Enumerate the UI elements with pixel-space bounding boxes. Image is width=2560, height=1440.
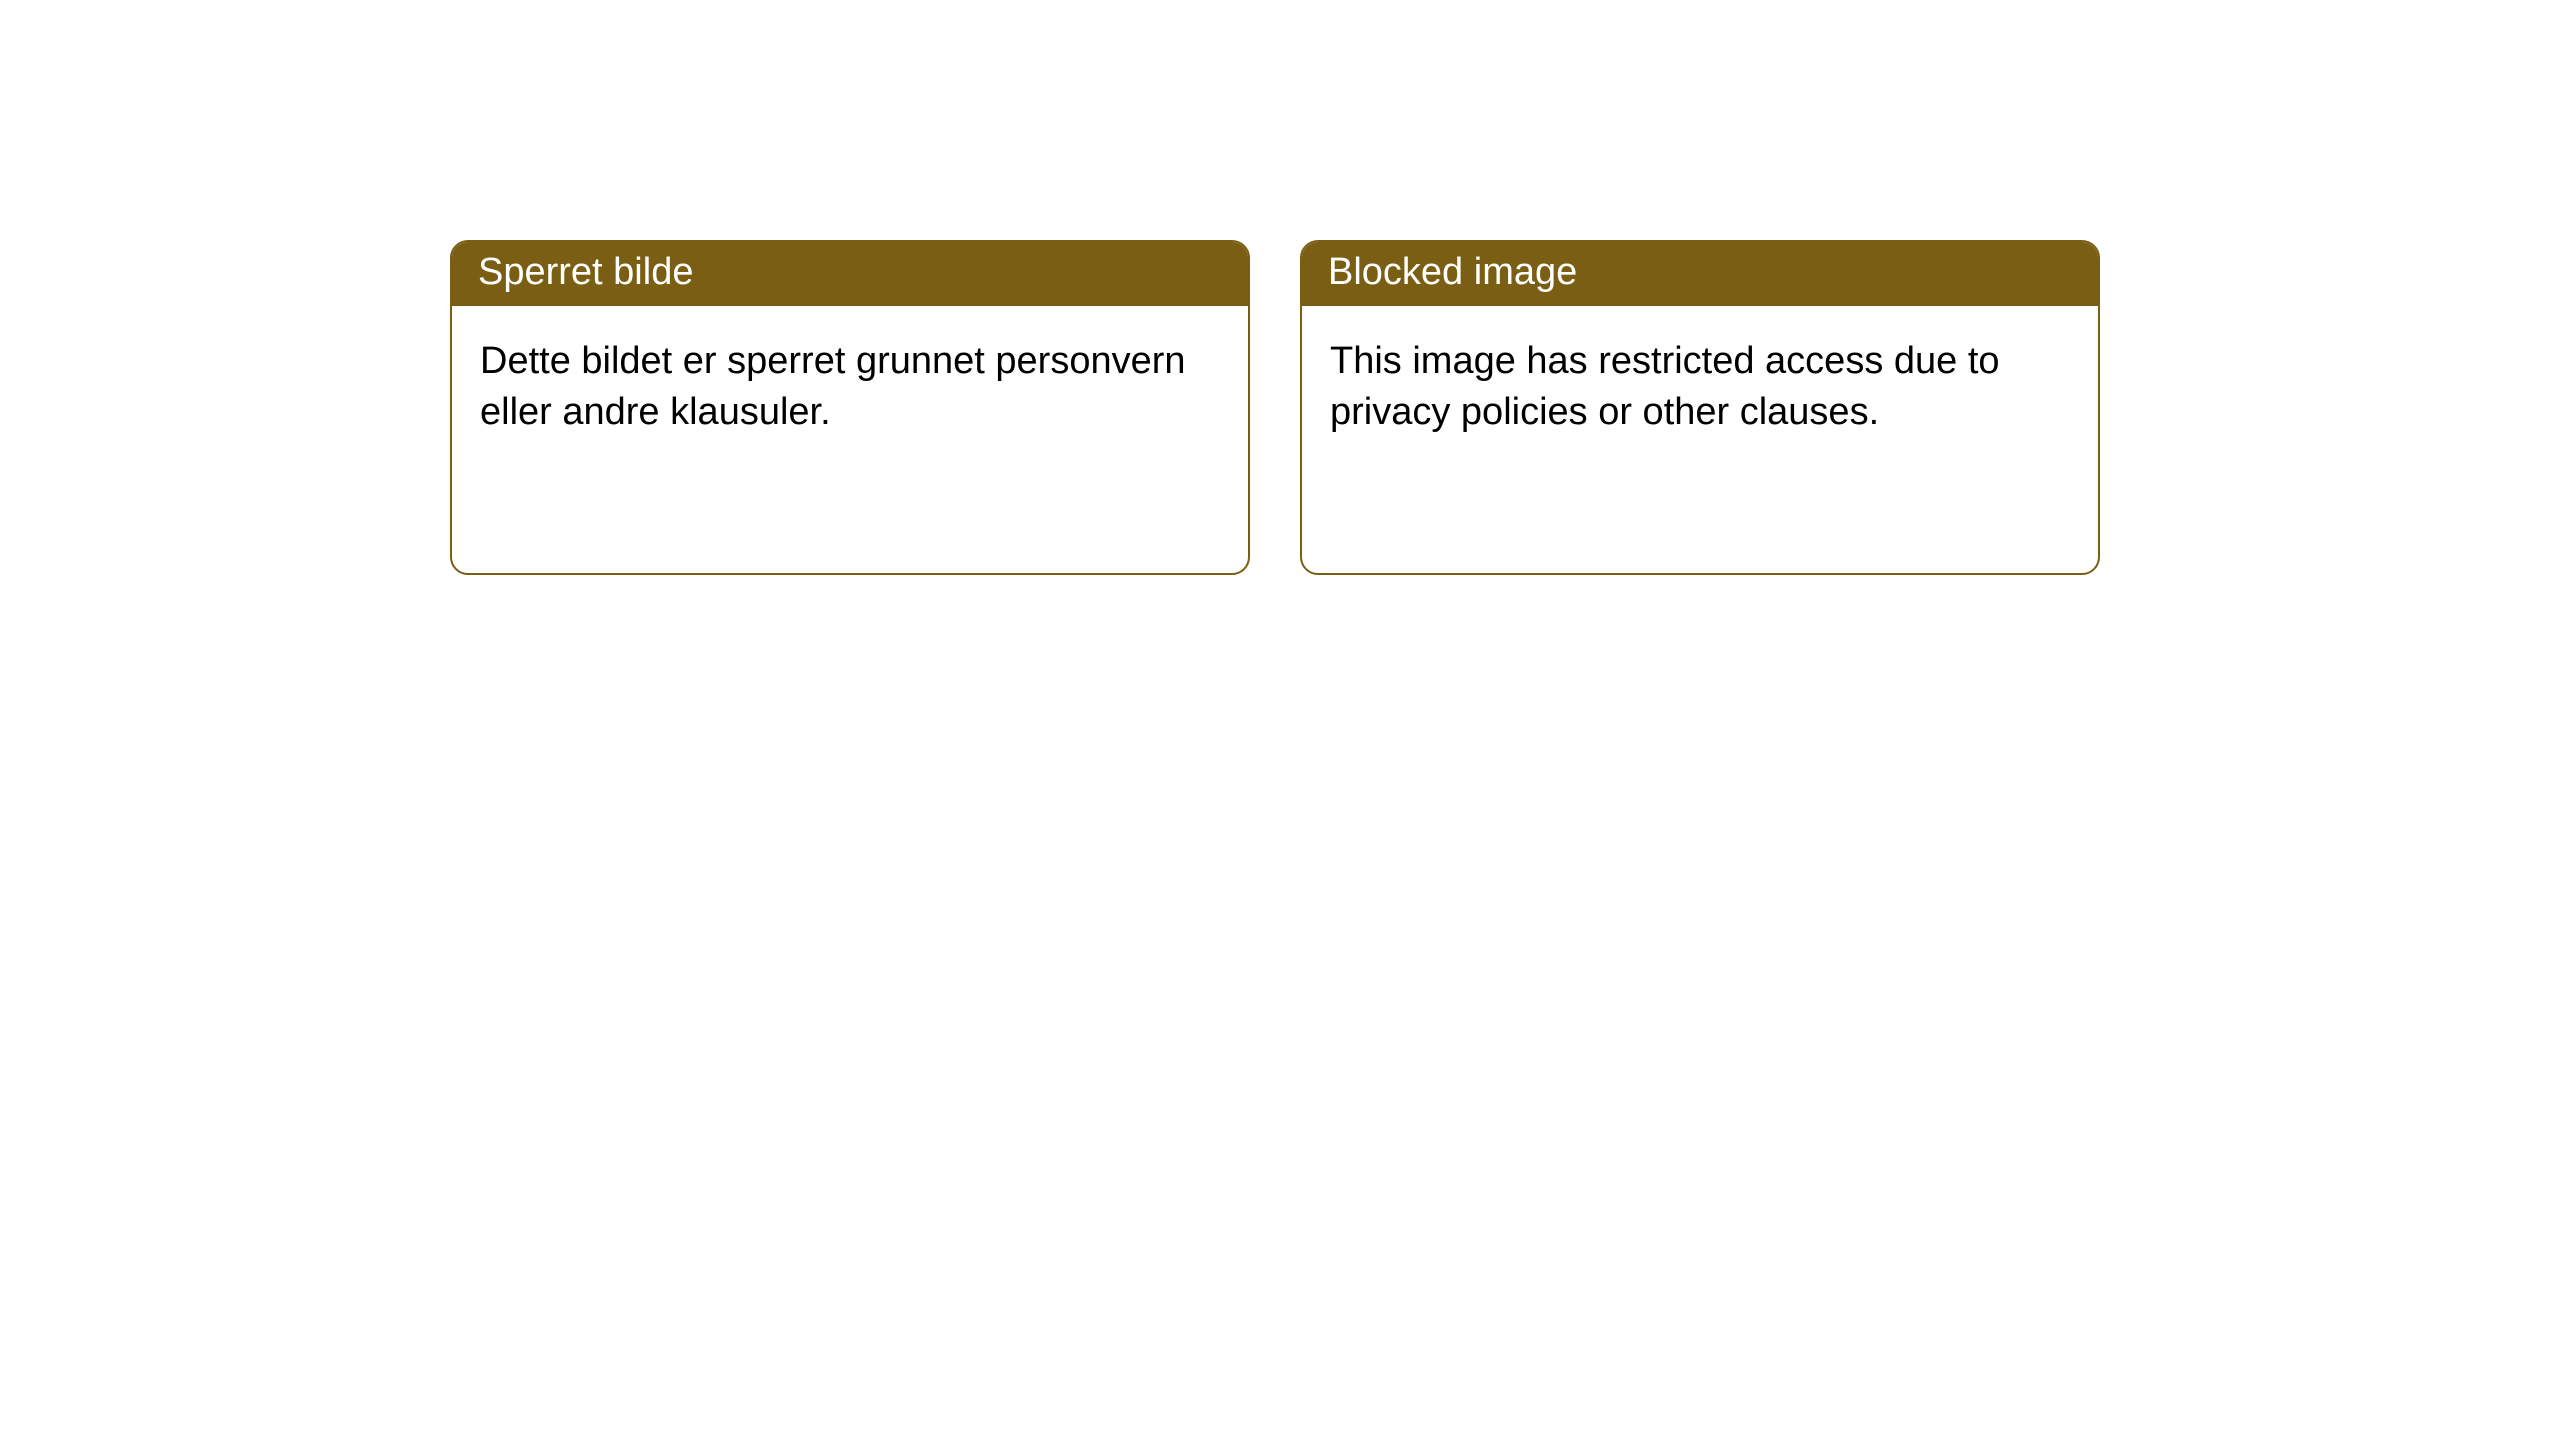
notice-container: Sperret bilde Dette bildet er sperret gr… bbox=[0, 0, 2560, 575]
card-header: Blocked image bbox=[1302, 242, 2098, 306]
blocked-image-card-en: Blocked image This image has restricted … bbox=[1300, 240, 2100, 575]
card-title: Blocked image bbox=[1328, 251, 1577, 293]
card-body-text: This image has restricted access due to … bbox=[1330, 340, 2000, 433]
card-body-text: Dette bildet er sperret grunnet personve… bbox=[480, 340, 1186, 433]
blocked-image-card-no: Sperret bilde Dette bildet er sperret gr… bbox=[450, 240, 1250, 575]
card-header: Sperret bilde bbox=[452, 242, 1248, 306]
card-title: Sperret bilde bbox=[478, 251, 693, 293]
card-body: Dette bildet er sperret grunnet personve… bbox=[452, 306, 1248, 469]
card-body: This image has restricted access due to … bbox=[1302, 306, 2098, 469]
